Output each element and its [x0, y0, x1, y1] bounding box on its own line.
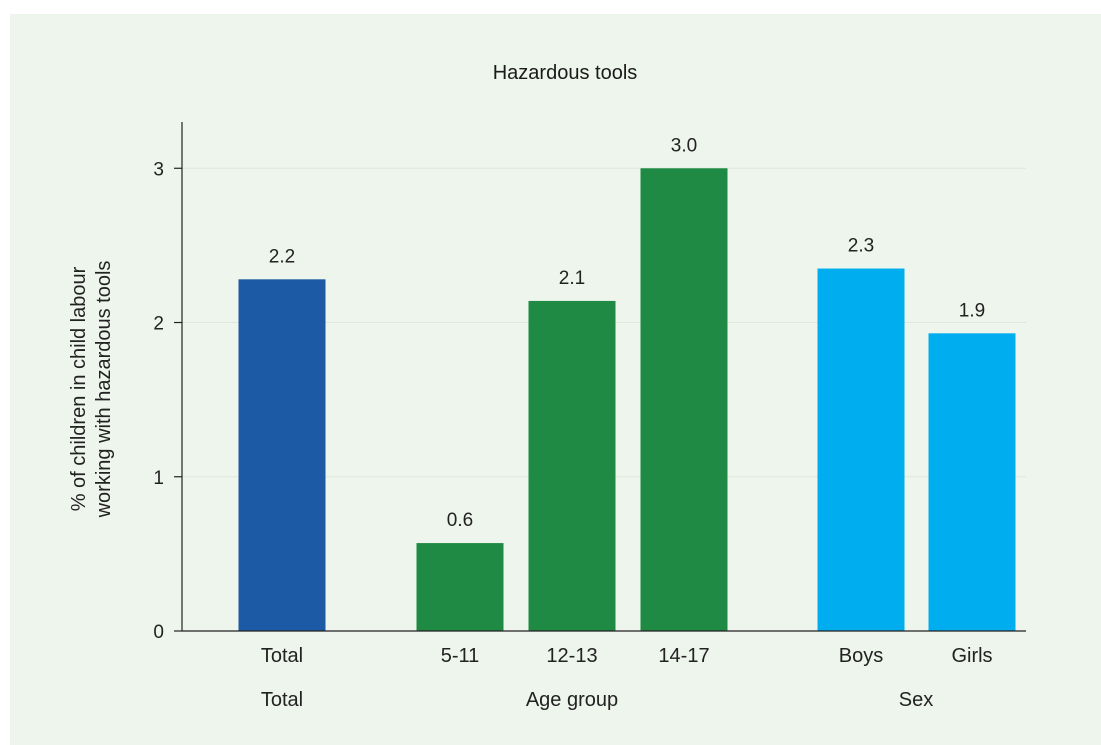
y-axis-label: % of children in child labour working wi…	[68, 261, 115, 519]
bar-chart: Hazardous tools % of children in child l…	[68, 62, 1026, 711]
bar-14-17	[640, 168, 728, 632]
chart-panel: Hazardous tools % of children in child l…	[10, 14, 1101, 745]
x-tick-label-14-17: 14-17	[658, 645, 709, 667]
x-tick-label-5-11: 5-11	[441, 645, 480, 667]
data-label-total: 2.2	[269, 246, 295, 267]
x-group-label-age-group: Age group	[526, 689, 618, 711]
y-tick-label-0: 0	[153, 622, 164, 643]
x-tick-label-total: Total	[261, 645, 303, 667]
x-group-label-total: Total	[261, 689, 303, 711]
bar-girls	[928, 333, 1016, 631]
bars	[238, 168, 1016, 632]
y-tick-label-2: 2	[153, 314, 164, 335]
x-tick-label-girls: Girls	[951, 645, 992, 667]
x-tick-label-12-13: 12-13	[546, 645, 597, 667]
y-axis-ticks: 0 1 2 3	[153, 159, 182, 643]
data-label-girls: 1.9	[959, 300, 985, 321]
bar-5-11	[416, 543, 504, 631]
y-axis-label-line-2: working with hazardous tools	[93, 261, 115, 519]
bar-boys	[817, 268, 905, 631]
data-label-5-11: 0.6	[447, 510, 473, 531]
bar-total	[238, 279, 326, 631]
y-tick-label-1: 1	[153, 468, 164, 489]
chart-title: Hazardous tools	[493, 62, 638, 84]
y-axis-label-line-1: % of children in child labour	[68, 266, 90, 511]
x-group-label-sex: Sex	[899, 689, 933, 711]
x-tick-label-boys: Boys	[839, 645, 883, 667]
bar-labels: 2.2 Total 0.6 5-11 2.1 12-13 3.0 14-17 2.3 Boys 1.…	[261, 135, 993, 711]
data-label-14-17: 3.0	[671, 135, 697, 156]
y-tick-label-3: 3	[153, 159, 164, 180]
data-label-12-13: 2.1	[559, 268, 585, 289]
data-label-boys: 2.3	[848, 236, 874, 257]
bar-12-13	[528, 300, 616, 631]
